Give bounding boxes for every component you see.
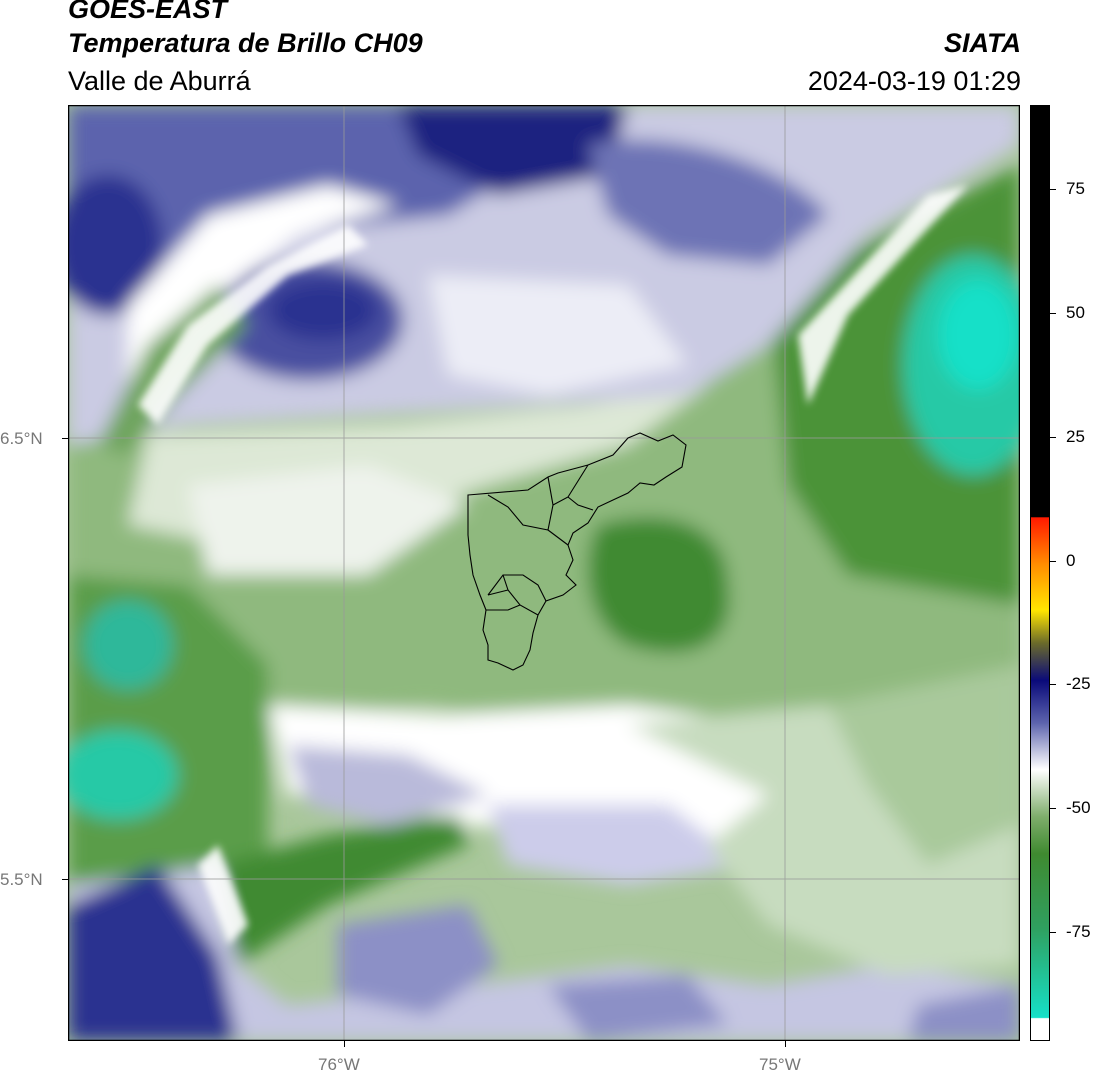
colorbar-tickmark [1050,561,1056,562]
subtitle-region: Valle de Aburrá [68,66,251,96]
title-satellite: GOES-EAST [68,0,228,24]
colorbar-tick-label: 0 [1066,551,1076,570]
cloud-field-green-core [588,517,730,653]
temperature-colorbar [1030,105,1050,1041]
cloud-green-streak-southwest [198,815,468,965]
colorbar-tick-label: -25 [1066,674,1091,693]
colorbar-tickmark [1050,808,1056,809]
lon-tick-76w [344,1041,345,1047]
datetime-label: 2024-03-19 01:29 [807,66,1021,96]
lat-tick-6-5n [62,438,68,439]
colorbar-tick-label: -50 [1066,798,1091,817]
lon-label-76w: 76°W [318,1055,360,1074]
colorbar-tickmark [1050,189,1056,190]
colorbar-tickmark [1050,437,1056,438]
colorbar-tick-label: 75 [1066,179,1085,198]
map-gridlines [68,105,1020,1041]
lat-tick-5-5n [62,879,68,880]
lon-label-75w: 75°W [759,1055,801,1074]
brightness-temperature-map [68,105,1020,1041]
lat-label-6-5n: 6.5°N [0,429,43,448]
title-product: Temperatura de Brillo CH09 [68,28,423,58]
colorbar-tickmark [1050,932,1056,933]
valle-aburra-boundaries [467,432,687,671]
cloud-field-southern-lavender [68,865,1020,1041]
colorbar-tickmark [1050,313,1056,314]
colorbar-tick-label: 50 [1066,303,1085,322]
colorbar-tick-label: -75 [1066,922,1091,941]
lon-tick-75w [785,1041,786,1047]
organization-label: SIATA [944,28,1021,58]
colorbar-tick-label: 25 [1066,427,1085,446]
colorbar-tickmark [1050,684,1056,685]
lat-label-5-5n: 5.5°N [0,870,43,889]
